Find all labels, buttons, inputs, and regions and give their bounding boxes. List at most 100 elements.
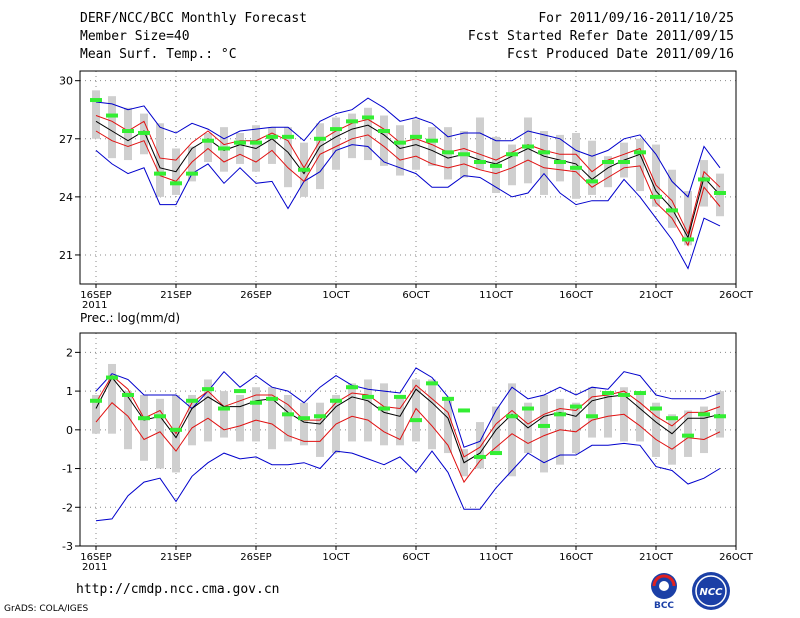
box-bar [476, 422, 484, 469]
y-tick-label: 1 [66, 385, 73, 398]
x-tick-label: 21OCT [639, 290, 674, 301]
grads-credit: GrADS: COLA/IGES [4, 604, 89, 614]
forecast-point [538, 150, 550, 155]
forecast-point [330, 127, 342, 132]
x-tick-label: 16SEP [80, 290, 111, 301]
box-bar [636, 138, 644, 192]
box-bar [588, 387, 596, 438]
refer-date: Fcst Started Refer Date 2011/09/15 [467, 29, 734, 44]
forecast-point [666, 416, 678, 421]
forecast-point [490, 163, 502, 168]
forecast-point [554, 412, 566, 417]
x-tick-label: 26OCT [719, 552, 754, 563]
forecast-point [474, 160, 486, 165]
box-bar [92, 394, 100, 434]
box-bar [204, 379, 212, 442]
forecast-point [138, 130, 150, 135]
box-bar [92, 90, 100, 139]
box-bar [428, 379, 436, 450]
box-bar [124, 391, 132, 450]
forecast-point [298, 167, 310, 172]
y-tick-label: 21 [59, 249, 73, 262]
forecast-point [634, 150, 646, 155]
produced-date: Fcst Produced Date 2011/09/16 [507, 47, 734, 62]
x-tick-label: 11OCT [479, 552, 514, 563]
x-tick-label: 26SEP [240, 552, 271, 563]
source-url[interactable]: http://cmdp.ncc.cma.gov.cn [76, 582, 280, 597]
box-bar [604, 391, 612, 438]
outer-lower-line [95, 442, 721, 522]
forecast-point [106, 375, 118, 380]
forecast-point [394, 140, 406, 145]
x-tick-label: 26SEP [240, 290, 271, 301]
forecast-point [218, 146, 230, 151]
box-bar [316, 123, 324, 190]
forecast-point [570, 404, 582, 409]
forecast-point [586, 414, 598, 419]
x-tick-label: 16OCT [559, 290, 594, 301]
forecast-point [266, 396, 278, 401]
box-bar [396, 398, 404, 446]
forecast-point [106, 113, 118, 118]
box-bar [348, 383, 356, 442]
box-bar [428, 127, 436, 166]
box-bar [524, 117, 532, 184]
year-label: 2011 [82, 562, 107, 573]
forecast-point [442, 150, 454, 155]
outer-upper-line [95, 97, 721, 198]
box-bar [252, 387, 260, 442]
bcc-logo-text: BCC [654, 601, 674, 610]
forecast-point [218, 406, 230, 411]
y-tick-label: 0 [66, 424, 73, 437]
box-bar [444, 398, 452, 454]
box-bar [588, 140, 596, 195]
forecast-title: DERF/NCC/BCC Monthly Forecast [80, 11, 307, 26]
box-bar [636, 394, 644, 442]
forecast-point [266, 134, 278, 139]
y-tick-label: 30 [59, 75, 73, 88]
x-tick-label: 21OCT [639, 552, 674, 563]
variable-label: Mean Surf. Temp.: °C [80, 47, 237, 62]
box-bar [476, 117, 484, 170]
forecast-point [378, 406, 390, 411]
x-tick-label: 21SEP [160, 552, 191, 563]
forecast-point [570, 165, 582, 170]
inner-upper-line [95, 115, 721, 236]
box-bar [396, 125, 404, 176]
forecast-point [506, 414, 518, 419]
box-bar [668, 169, 676, 228]
y-tick-label: 27 [59, 133, 73, 146]
x-tick-label: 6OCT [402, 290, 430, 301]
forecast-point [666, 208, 678, 213]
forecast-point [234, 389, 246, 394]
box-bar [508, 144, 516, 186]
forecast-point [634, 391, 646, 396]
forecast-point [682, 237, 694, 242]
box-bar [204, 132, 212, 163]
box-bar [652, 402, 660, 457]
forecast-point [250, 400, 262, 405]
forecast-point [538, 423, 550, 428]
forecast-point [122, 392, 134, 397]
box-bar [540, 131, 548, 195]
box-bar [316, 402, 324, 457]
box-bar [124, 107, 132, 161]
x-tick-label: 1OCT [322, 552, 350, 563]
box-bar [156, 398, 164, 469]
box-bar [284, 394, 292, 442]
forecast-point [458, 408, 470, 413]
forecast-point [234, 140, 246, 145]
forecast-point [410, 418, 422, 423]
forecast-point [282, 134, 294, 139]
forecast-point [154, 414, 166, 419]
box-bar [332, 117, 340, 170]
forecast-point [586, 179, 598, 184]
forecast-point [90, 398, 102, 403]
forecast-point [618, 392, 630, 397]
forecast-point [170, 181, 182, 186]
box-bar [604, 156, 612, 188]
box-bar [140, 394, 148, 461]
y-tick-label: 2 [66, 346, 73, 359]
forecast-point [426, 381, 438, 386]
